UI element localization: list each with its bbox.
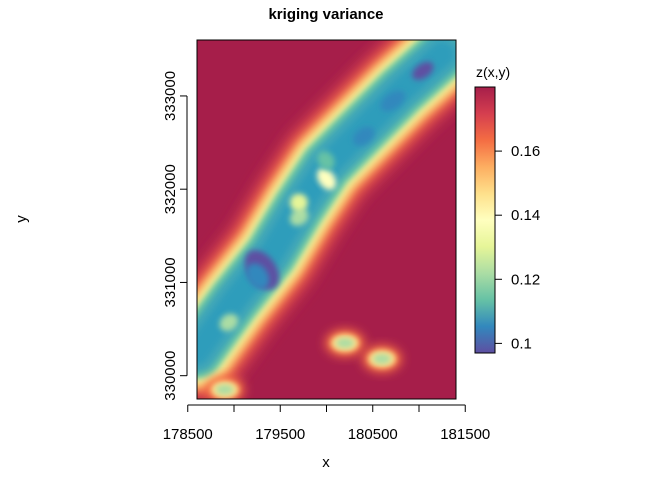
- corridor-patch-9: [219, 313, 239, 332]
- spot-core-1: [373, 353, 391, 364]
- y-tick-label-1: 331000: [162, 257, 179, 307]
- legend-ticks: 0.1 0.12 0.14 0.16: [495, 143, 540, 352]
- y-tick-label-3: 333000: [162, 71, 179, 121]
- variance-surface: [197, 40, 456, 399]
- corridor-patch-4: [317, 168, 337, 190]
- low-variance-corridor: [197, 40, 456, 399]
- y-axis-title: y: [13, 215, 30, 223]
- chart-title: kriging variance: [268, 6, 383, 23]
- corridor-patch-3: [289, 193, 308, 212]
- y-tick-label-2: 332000: [162, 164, 179, 214]
- legend-tick-label-3: 0.16: [511, 143, 540, 160]
- spot-core-0: [336, 338, 354, 349]
- legend-tick-label-2: 0.14: [511, 207, 540, 224]
- x-tick-label-3: 181500: [440, 426, 490, 443]
- corridor-patch-7: [380, 90, 406, 112]
- plot-border: [196, 39, 457, 400]
- y-tick-label-0: 330000: [162, 351, 179, 401]
- x-tick-label-0: 178500: [163, 426, 213, 443]
- x-tick-label-1: 179500: [255, 426, 305, 443]
- legend-tick-label-1: 0.12: [511, 271, 540, 288]
- spot-core-2: [215, 384, 234, 395]
- corridor-patch-1: [246, 263, 270, 289]
- corridor-patch-6: [352, 126, 375, 146]
- corridor-patch-8: [412, 61, 434, 80]
- legend-title: z(x,y): [476, 64, 510, 80]
- x-axis: 178500 179500 180500 181500: [163, 404, 490, 443]
- y-axis: 330000 331000 332000 333000: [162, 71, 188, 401]
- low-variance-spots: [204, 329, 402, 399]
- x-tick-label-2: 180500: [348, 426, 398, 443]
- corridor-patch-2: [289, 208, 309, 226]
- legend-tick-label-0: 0.1: [511, 335, 532, 352]
- color-legend: z(x,y) 0.1 0.12 0.14 0.16: [474, 64, 540, 354]
- x-axis-title: x: [322, 454, 330, 471]
- corridor-patch-5: [317, 151, 335, 170]
- legend-colorbar: [474, 86, 496, 354]
